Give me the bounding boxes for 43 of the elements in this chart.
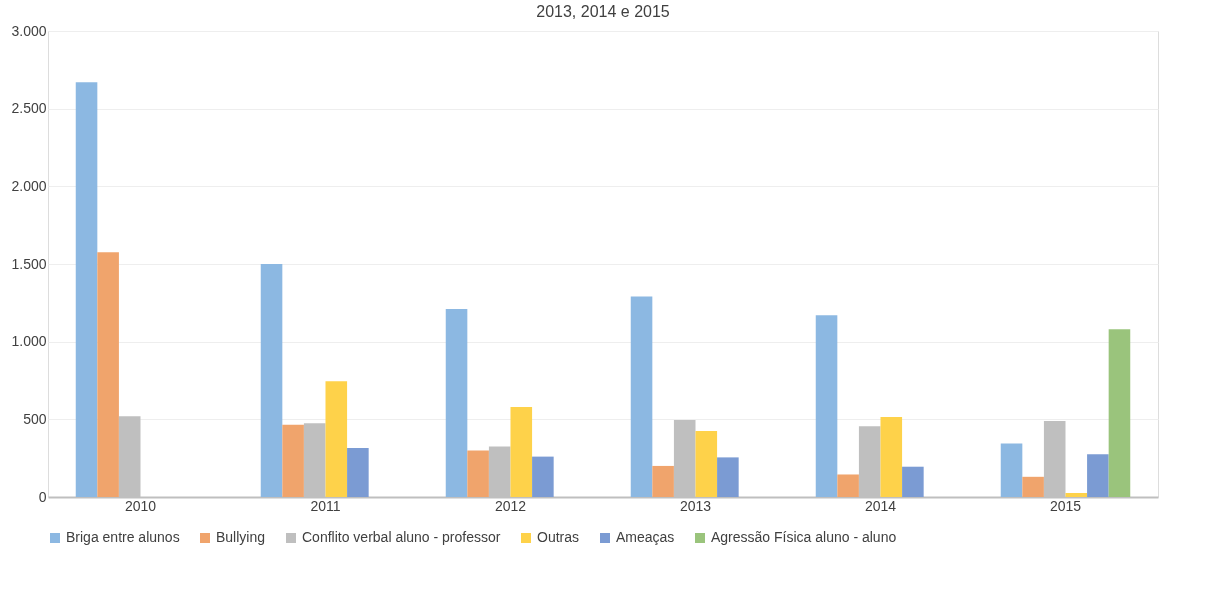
x-tick-label: 2011 — [310, 497, 341, 514]
y-tick-label: 1.000 — [11, 333, 47, 350]
y-tick-label: 2.000 — [11, 177, 47, 194]
legend-label: Ameaças — [616, 529, 675, 545]
legend-label: Outras — [537, 529, 580, 545]
bar — [717, 457, 739, 497]
legend-label: Bullying — [216, 529, 266, 545]
bar — [1000, 443, 1023, 497]
bar — [75, 82, 98, 497]
bar — [1022, 476, 1044, 497]
bar — [467, 450, 489, 497]
x-tick-label: 2014 — [864, 497, 897, 514]
bar — [510, 406, 533, 497]
bar — [532, 456, 554, 497]
y-tick-label: 500 — [23, 410, 47, 427]
bar — [880, 417, 903, 497]
y-tick-label: 1.500 — [11, 255, 47, 272]
bar — [837, 474, 859, 497]
bar — [695, 430, 718, 497]
chart-title: 2013, 2014 e 2015 — [536, 3, 670, 20]
legend-label: Briga entre alunos — [66, 529, 180, 545]
bar — [445, 309, 468, 497]
x-tick-label: 2015 — [1049, 497, 1082, 514]
bar — [815, 315, 838, 497]
bar — [630, 296, 653, 497]
bar — [1087, 454, 1109, 497]
bar — [347, 448, 369, 497]
bar — [902, 466, 924, 497]
x-tick-label: 2012 — [494, 497, 527, 514]
legend-label: Agressão Física aluno - aluno — [711, 529, 897, 545]
y-tick-label: 2.500 — [11, 100, 47, 117]
bar — [1065, 493, 1088, 497]
x-tick-label: 2013 — [679, 497, 712, 514]
y-tick-label: 3.000 — [11, 22, 47, 39]
bar — [1108, 329, 1131, 497]
bar — [97, 252, 119, 497]
bar — [260, 264, 283, 497]
legend-label: Conflito verbal aluno - professor — [302, 529, 501, 545]
bar — [282, 424, 304, 497]
y-tick-label: 0 — [38, 488, 47, 505]
x-tick-label: 2010 — [124, 497, 157, 514]
bar — [652, 465, 674, 497]
bar — [325, 381, 348, 497]
